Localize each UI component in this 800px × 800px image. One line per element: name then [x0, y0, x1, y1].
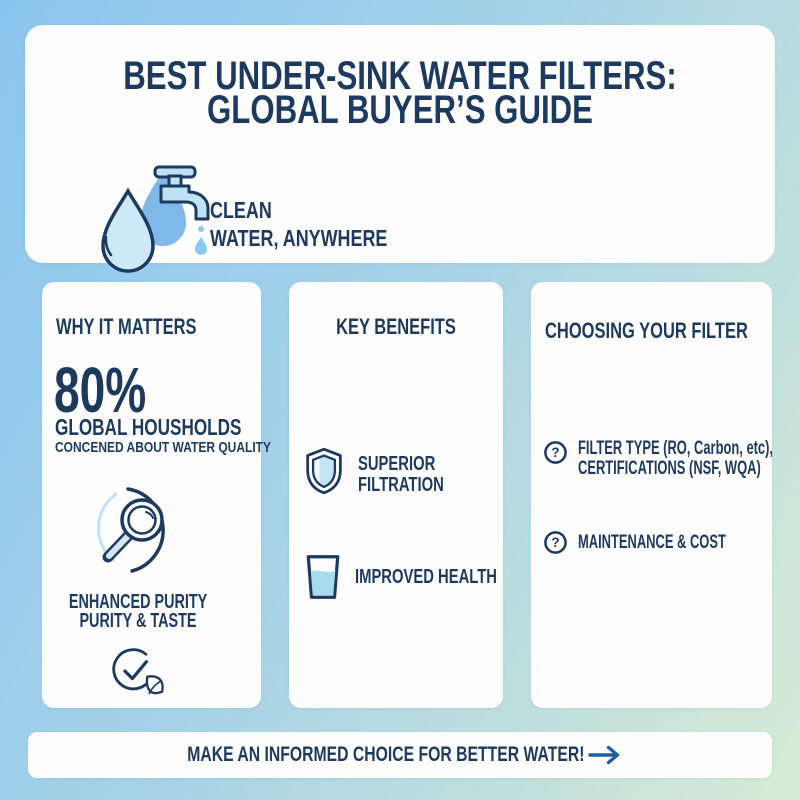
magnifier-icon [96, 487, 165, 573]
faucet-water-drop-icon [101, 165, 210, 273]
choosing-label-line-2: CERTIFICATIONS (NSF, WQA) [578, 458, 761, 479]
page-title: BEST UNDER-SINK WATER FILTERS: GLOBAL BU… [25, 54, 775, 132]
question-icon: ? [544, 441, 567, 464]
purity-benefit-line-2: PURITY & TASTE [79, 610, 197, 632]
benefit-label-line-1: SUPERIOR [358, 453, 436, 475]
cta-bar[interactable]: MAKE AN INFORMED CHOICE FOR BETTER WATER… [28, 732, 772, 778]
tagline: CLEAN WATER, ANYWHERE [210, 196, 437, 252]
choosing-label-maintenance: MAINTENANCE & COST [578, 533, 726, 553]
water-glass-icon [306, 555, 340, 599]
stat-value: 80% [54, 354, 147, 426]
svg-text:?: ? [551, 535, 559, 550]
stat-note: CONCENED ABOUT WATER QUALITY [55, 439, 271, 456]
question-icon: ? [544, 531, 567, 554]
choosing-heading: CHOOSING YOUR FILTER [545, 318, 748, 343]
tagline-line-2: WATER, ANYWHERE [210, 225, 388, 251]
benefit-label-health: IMPROVED HEALTH [355, 567, 497, 588]
choosing-item-filter-type: ? FILTER TYPE (RO, Carbon, etc), CERTIFI… [543, 438, 800, 479]
choosing-label-line-1: FILTER TYPE (RO, Carbon, etc), [578, 438, 774, 459]
page-title-line-1: BEST UNDER-SINK WATER FILTERS: [123, 54, 677, 98]
choosing-label-filter-type: FILTER TYPE (RO, Carbon, etc), CERTIFICA… [578, 439, 773, 479]
cta-text: MAKE AN INFORMED CHOICE FOR BETTER WATER… [187, 743, 585, 766]
cta-content: MAKE AN INFORMED CHOICE FOR BETTER WATER… [28, 732, 744, 778]
why-it-matters-card: WHY IT MATTERS 80% GLOBAL HOUSHOLDS CONC… [42, 282, 271, 708]
benefit-label-line-2: FILTRATION [358, 474, 444, 496]
benefit-label-filtration: SUPERIOR FILTRATION [358, 454, 444, 496]
benefits-heading: KEY BENEFITS [336, 314, 456, 339]
header-card: BEST UNDER-SINK WATER FILTERS: GLOBAL BU… [25, 25, 775, 273]
shield-icon [306, 447, 342, 495]
choosing-filter-card: CHOOSING YOUR FILTER ? FILTER TYPE (RO, … [531, 282, 773, 708]
stat-label: GLOBAL HOUSHOLDS [55, 414, 242, 440]
arrow-right-icon[interactable] [588, 744, 622, 766]
benefit-item-filtration: SUPERIOR FILTRATION [304, 447, 474, 496]
key-benefits-card: KEY BENEFITS SUPERIOR FILTRATION IMPROVE… [289, 282, 503, 708]
why-heading: WHY IT MATTERS [56, 314, 197, 339]
purity-benefit-line-1: ENHANCED PURITY [68, 591, 208, 613]
purity-benefit-text: ENHANCED PURITY PURITY & TASTE [68, 591, 208, 632]
choosing-item-maintenance: ? MAINTENANCE & COST [543, 530, 795, 555]
benefit-item-health: IMPROVED HEALTH [305, 554, 547, 600]
page-title-line-2: GLOBAL BUYER’S GUIDE [206, 88, 594, 132]
choosing-label-line-1: MAINTENANCE & COST [578, 532, 726, 553]
tagline-line-1: CLEAN [210, 197, 272, 223]
check-leaf-icon [112, 648, 164, 695]
svg-text:?: ? [551, 445, 559, 460]
benefit-label-line-1: IMPROVED HEALTH [355, 566, 497, 588]
